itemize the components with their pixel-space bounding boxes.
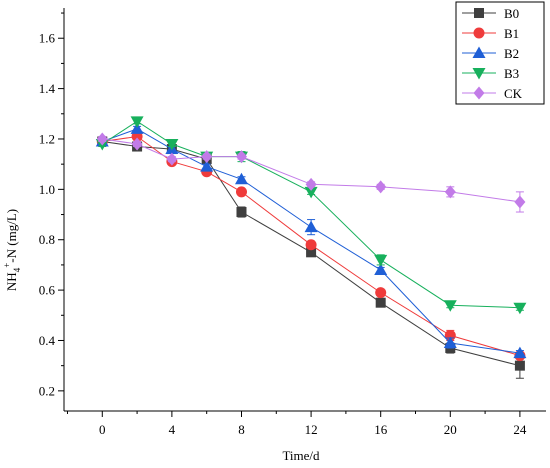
y-tick-label: 0.6 <box>39 283 56 298</box>
series-b3 <box>95 116 527 315</box>
legend-label: B1 <box>504 26 519 41</box>
legend-marker <box>474 8 484 18</box>
data-point <box>443 336 457 348</box>
data-point <box>130 116 144 128</box>
x-tick-label: 24 <box>513 422 527 437</box>
series-ck <box>96 132 526 213</box>
legend-marker <box>472 68 486 80</box>
legend-item-b2: B2 <box>462 46 519 61</box>
data-point <box>166 152 178 166</box>
series-b2 <box>95 122 527 359</box>
data-point <box>375 287 387 299</box>
x-tick-label: 16 <box>374 422 388 437</box>
data-point <box>514 195 526 209</box>
legend-label: B3 <box>504 66 519 81</box>
legend-item-b3: B3 <box>462 66 519 81</box>
data-point <box>375 297 386 308</box>
data-point <box>375 180 387 194</box>
data-point <box>236 207 247 218</box>
series-b1 <box>96 130 526 362</box>
y-tick-label: 0.2 <box>39 383 55 398</box>
data-point <box>513 302 527 315</box>
legend-marker <box>473 27 485 39</box>
data-point <box>374 254 388 267</box>
data-point <box>306 247 317 258</box>
data-point <box>304 220 318 233</box>
data-point <box>234 172 248 185</box>
data-point <box>96 132 108 146</box>
data-point <box>305 177 317 191</box>
data-point <box>443 300 457 312</box>
data-point <box>444 185 456 199</box>
data-point <box>201 150 213 164</box>
y-tick-label: 0.4 <box>39 333 56 348</box>
x-axis-label: Time/d <box>282 448 320 463</box>
data-point <box>130 122 144 134</box>
y-axis: 0.2 0.4 0.6 0.8 1.0 1.2 1.4 1.6 <box>39 12 64 398</box>
legend-item-ck: CK <box>462 86 523 101</box>
data-point <box>305 239 317 251</box>
data-point <box>304 186 318 199</box>
legend-label: B0 <box>504 6 519 21</box>
legend-item-b0: B0 <box>462 6 519 21</box>
legend-marker <box>473 86 485 100</box>
data-point <box>165 139 179 151</box>
y-tick-label: 1.4 <box>39 81 56 96</box>
series-layer <box>95 116 527 379</box>
y-tick-label: 1.0 <box>39 182 55 197</box>
y-axis-label: NH4+-N (mg/L) <box>2 209 22 291</box>
data-point <box>514 360 525 371</box>
x-tick-label: 8 <box>238 422 245 437</box>
legend-label: B2 <box>504 46 519 61</box>
legend: B0 B1 B2 B3 CK <box>455 1 545 105</box>
data-point <box>131 137 143 151</box>
plot-frame <box>63 8 546 412</box>
data-point <box>235 150 247 164</box>
data-point <box>374 263 388 275</box>
x-tick-label: 4 <box>169 422 176 437</box>
series-line <box>102 120 520 309</box>
x-tick-label: 0 <box>99 422 106 437</box>
series-b0 <box>97 136 525 379</box>
y-tick-label: 1.6 <box>39 31 56 46</box>
y-tick-label: 0.8 <box>39 232 55 247</box>
legend-marker <box>472 46 486 58</box>
x-axis: 0 4 8 12 16 20 24 <box>66 411 527 437</box>
data-point <box>513 346 527 359</box>
legend-label: CK <box>504 86 523 101</box>
legend-item-b1: B1 <box>462 26 519 41</box>
x-tick-label: 12 <box>305 422 318 437</box>
data-point <box>235 186 247 198</box>
data-point <box>200 160 214 172</box>
y-tick-label: 1.2 <box>39 131 55 146</box>
x-tick-label: 20 <box>444 422 457 437</box>
